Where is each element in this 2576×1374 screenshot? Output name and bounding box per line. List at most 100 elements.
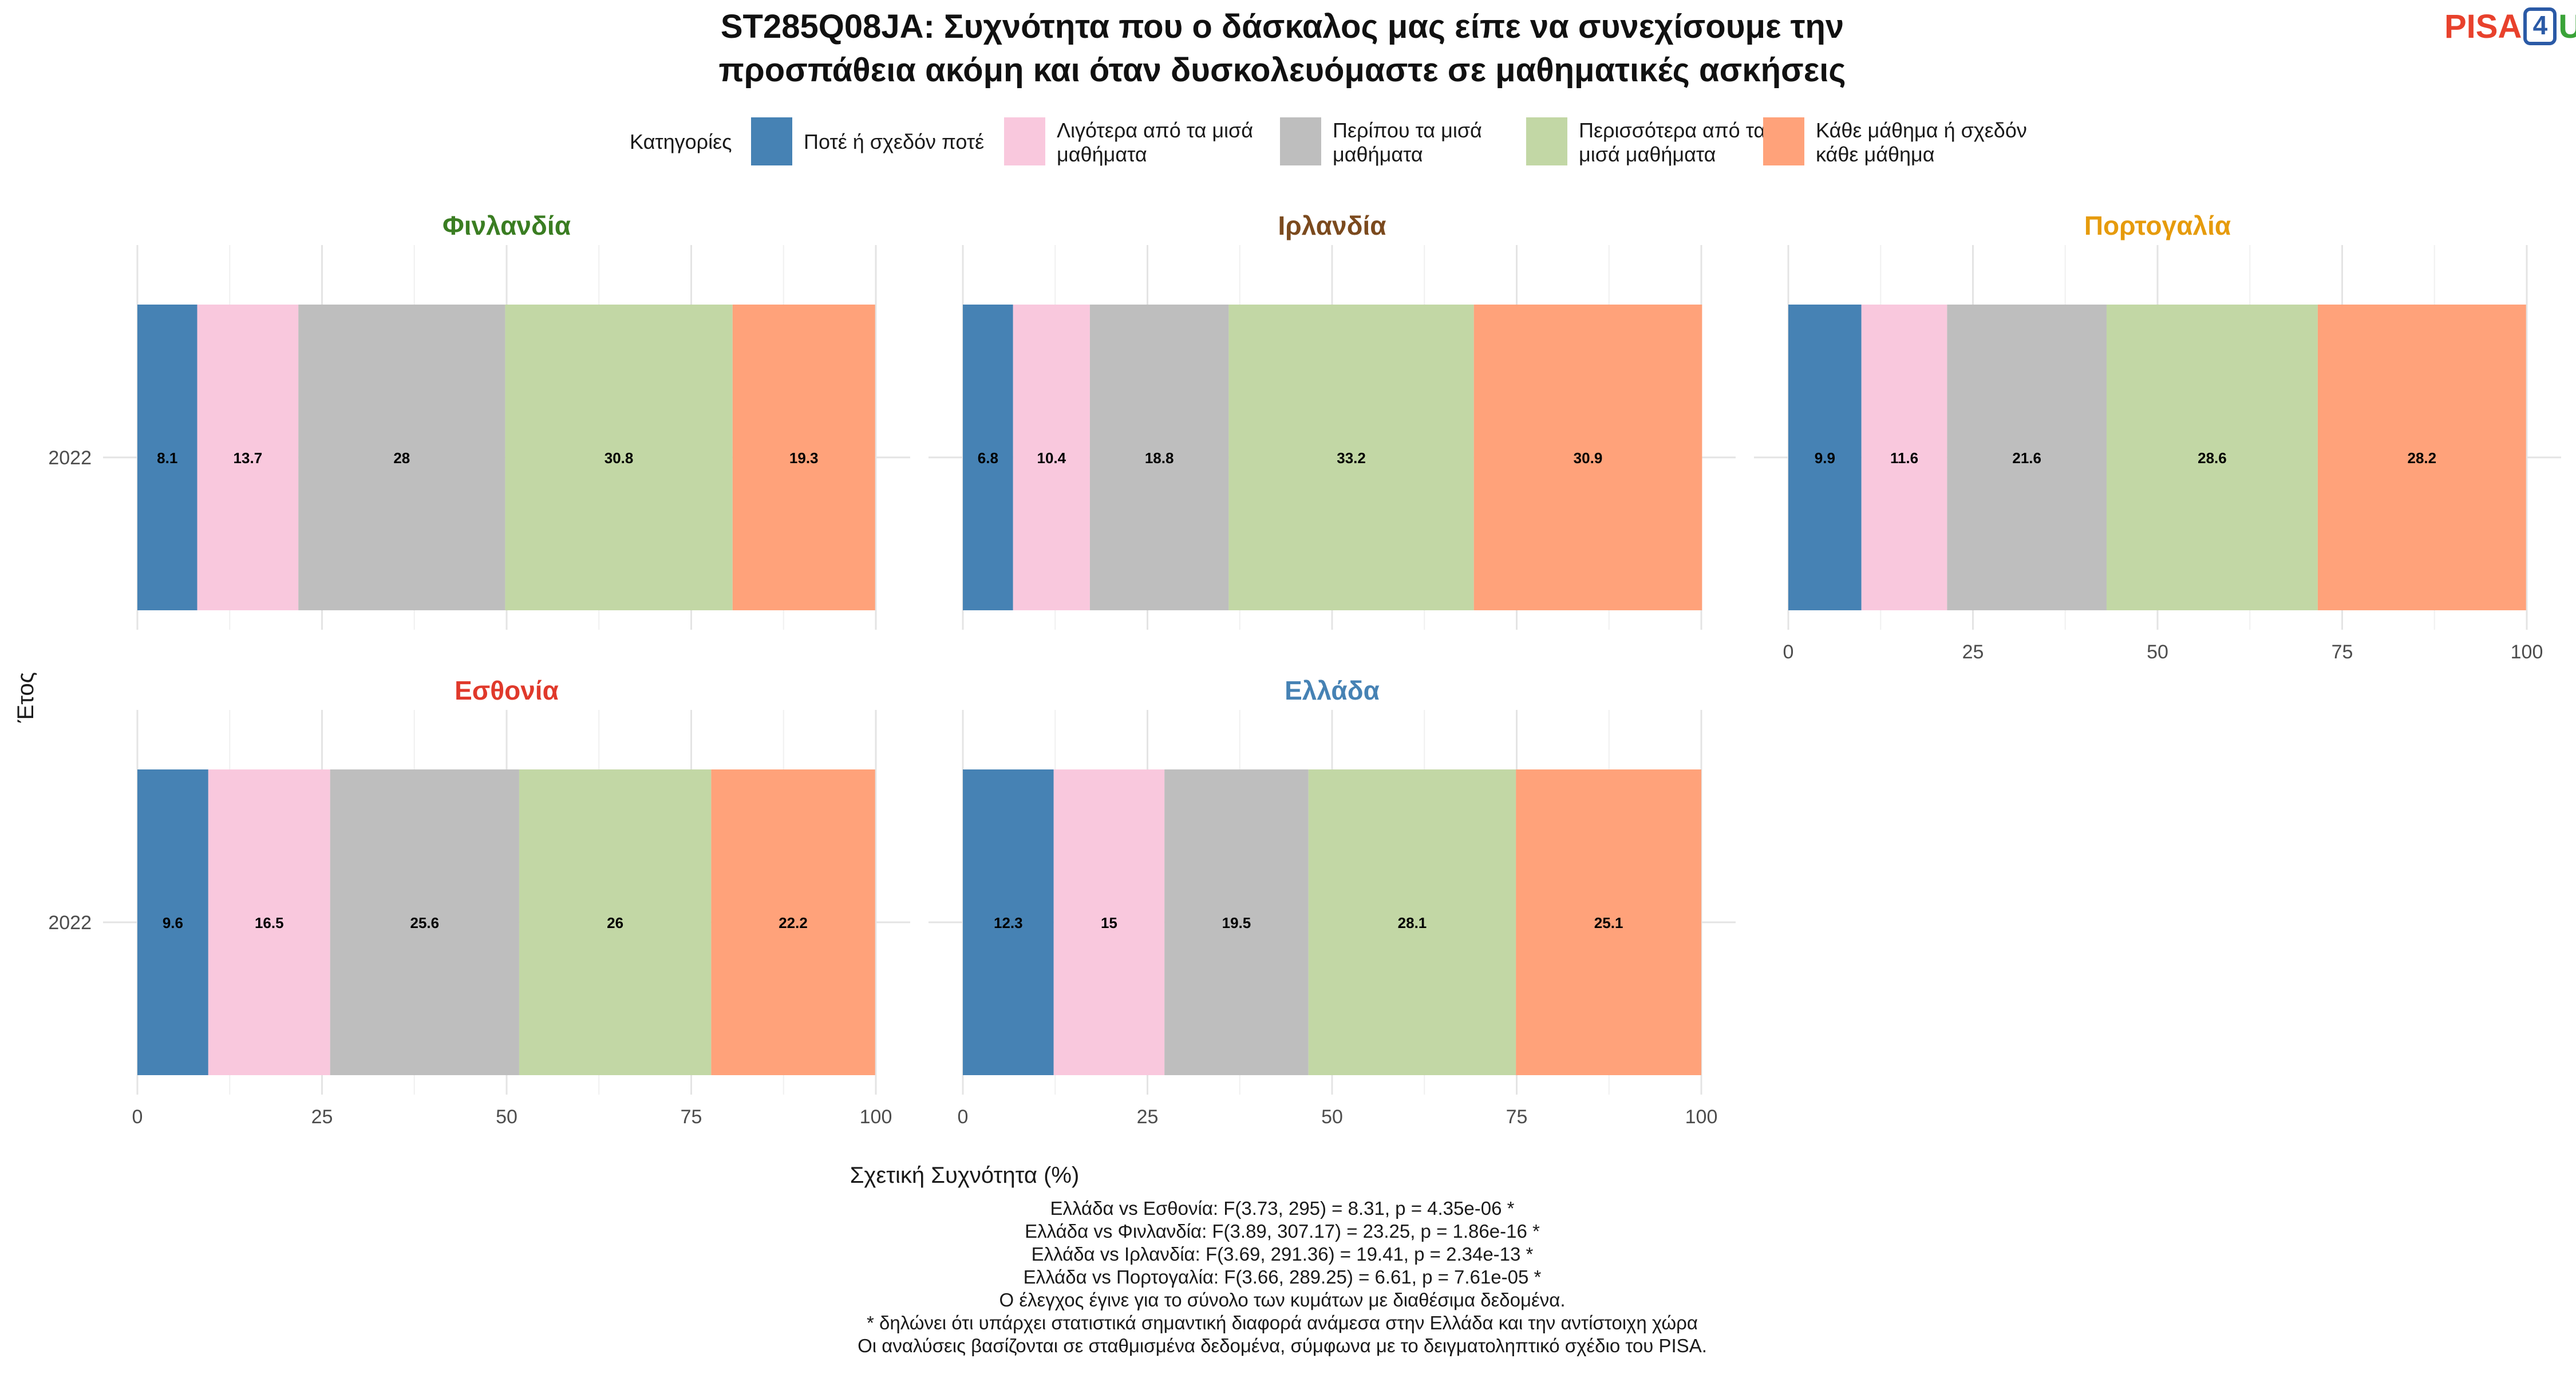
x-axis-label: Σχετική Συχνότητα (%) (850, 1163, 1080, 1188)
x-tick-label-3: 100 (2511, 641, 2543, 663)
data-label-4-3: 25.6 (410, 914, 440, 931)
bar-segment-4-5 (711, 769, 875, 1075)
legend-label-4: Περισσότερα από τα μισά μαθήματα (1579, 119, 1765, 166)
y-axis-label: Έτος (13, 672, 38, 723)
legend-swatch-2 (1004, 117, 1045, 165)
legend-swatch-1 (751, 117, 792, 165)
bar-segment-3-2 (1861, 305, 1947, 610)
bar-segment-5-2 (1053, 769, 1165, 1075)
bar-segment-3-3 (1947, 305, 2107, 610)
x-tick-label-4: 25 (311, 1106, 333, 1128)
bar-segment-2-4 (1228, 305, 1474, 610)
bar-segment-4-2 (208, 769, 330, 1075)
bar-segment-1-3 (298, 305, 505, 610)
bar-segment-3-4 (2106, 305, 2318, 610)
bar-segment-2-5 (1473, 305, 1702, 610)
legend-label-5: Κάθε μάθημα ή σχεδόν κάθε μάθημα (1816, 119, 2027, 166)
data-label-3-1: 9.9 (1815, 449, 1835, 467)
data-label-2-3: 18.8 (1145, 449, 1174, 467)
chart-title-line-2: προσπάθεια ακόμη και όταν δυσκολευόμαστε… (718, 52, 1846, 89)
legend: Κατηγορίες Ποτέ ή σχεδόν ποτέ Λιγότερα απ… (630, 117, 2027, 166)
bar-segment-2-1 (963, 305, 1013, 610)
legend-label-4-line-2: μισά μαθήματα (1579, 143, 1716, 166)
legend-label-3-line-1: Περίπου τα μισά (1333, 119, 1482, 142)
x-tick-label-5: 0 (958, 1106, 969, 1128)
legend-swatch-5 (1763, 117, 1804, 165)
logo-pisa-text: PISA (2444, 8, 2522, 45)
panel-5: Ελλάδα 12.3 15 19.5 28.1 25.1 0 25 50 75 100 (929, 676, 1736, 1128)
x-tick-label-5: 25 (1137, 1106, 1159, 1128)
panel-4: Εσθονία 9.6 16.5 25.6 26 22.2 2022 0 25 50 75 100 (48, 676, 910, 1128)
footnote-line-7: Οι αναλύσεις βασίζονται σε σταθμισμένα δ… (858, 1335, 1707, 1356)
data-label-4-1: 9.6 (163, 914, 183, 931)
x-tick-label-4: 100 (860, 1106, 892, 1128)
data-label-2-5: 30.9 (1574, 449, 1603, 467)
data-label-1-5: 19.3 (789, 449, 819, 467)
pisa4u-logo: PISA 4 U (2444, 7, 2576, 47)
data-label-3-2: 11.6 (1890, 449, 1918, 467)
bar-segment-4-1 (137, 769, 208, 1075)
bar-segment-5-1 (963, 769, 1054, 1075)
legend-label-3-line-2: μαθήματα (1333, 143, 1423, 166)
panel-title-1: Φινλανδία (442, 211, 571, 240)
logo-four-text: 4 (2523, 7, 2557, 45)
data-label-1-2: 13.7 (234, 449, 263, 467)
legend-swatch-3 (1280, 117, 1321, 165)
x-tick-label-4: 50 (496, 1106, 517, 1128)
x-tick-label-4: 0 (132, 1106, 143, 1128)
panel-title-2: Ιρλανδία (1278, 211, 1386, 240)
bar-segment-1-1 (137, 305, 197, 610)
chart-title-line-1: ST285Q08JA: Συχνότητα που ο δάσκαλος μας… (721, 8, 1844, 45)
logo-u-text: U (2558, 8, 2576, 45)
x-tick-label-3: 75 (2332, 641, 2353, 663)
panel-title-5: Ελλάδα (1285, 676, 1380, 705)
data-label-5-5: 25.1 (1594, 914, 1623, 931)
data-label-1-4: 30.8 (605, 449, 634, 467)
category-label-4: 2022 (48, 912, 92, 934)
bar-segment-1-2 (197, 305, 299, 610)
panel-3: Πορτογαλία 9.9 11.6 21.6 28.6 28.2 0 25 50 75 100 (1754, 211, 2561, 663)
legend-label-2: Λιγότερα από τα μισά μαθήματα (1057, 119, 1253, 166)
category-label-1: 2022 (48, 447, 92, 469)
legend-swatch-4 (1526, 117, 1567, 165)
legend-label-5-line-2: κάθε μάθημα (1816, 143, 1935, 166)
legend-label-1: Ποτέ ή σχεδόν ποτέ (804, 130, 984, 153)
footnote-line-5: Ο έλεγχος έγινε για το σύνολο των κυμάτω… (999, 1289, 1566, 1310)
data-label-4-4: 26 (607, 914, 623, 931)
data-label-5-3: 19.5 (1222, 914, 1251, 931)
x-tick-label-3: 0 (1783, 641, 1794, 663)
footnote-line-1: Ελλάδα vs Εσθονία: F(3.73, 295) = 8.31, … (1050, 1198, 1515, 1219)
bar-segment-4-4 (519, 769, 712, 1075)
bar-segment-2-3 (1089, 305, 1229, 610)
data-label-2-1: 6.8 (978, 449, 998, 467)
legend-label-1-line-1: Ποτέ ή σχεδόν ποτέ (804, 130, 984, 153)
footnote-line-6: * δηλώνει ότι υπάρχει στατιστικά σημαντι… (867, 1312, 1698, 1333)
panel-2: Ιρλανδία 6.8 10.4 18.8 33.2 30.9 (929, 211, 1736, 630)
data-label-3-5: 28.2 (2408, 449, 2437, 467)
facet-panels: Φινλανδία 8.1 13.7 28 30.8 19.3 2022 Ιρλανδία 6.… (48, 211, 2561, 1128)
legend-label-4-line-1: Περισσότερα από τα (1579, 119, 1765, 142)
x-tick-label-3: 50 (2147, 641, 2168, 663)
legend-label-2-line-1: Λιγότερα από τα μισά (1057, 119, 1253, 142)
x-tick-label-5: 100 (1685, 1106, 1718, 1128)
legend-label-5-line-1: Κάθε μάθημα ή σχεδόν (1816, 119, 2027, 142)
data-label-5-2: 15 (1101, 914, 1117, 931)
data-label-5-4: 28.1 (1398, 914, 1427, 931)
bar-segment-5-3 (1164, 769, 1309, 1075)
bar-segment-1-5 (732, 305, 875, 610)
footnote-line-2: Ελλάδα vs Φινλανδία: F(3.89, 307.17) = 2… (1025, 1221, 1540, 1242)
legend-title: Κατηγορίες (630, 130, 732, 153)
legend-label-3: Περίπου τα μισά μαθήματα (1333, 119, 1482, 166)
data-label-4-5: 22.2 (779, 914, 808, 931)
bar-segment-5-5 (1516, 769, 1701, 1075)
footnote-line-4: Ελλάδα vs Πορτογαλία: F(3.66, 289.25) = … (1024, 1266, 1542, 1288)
bar-segment-5-4 (1308, 769, 1516, 1075)
data-label-3-4: 28.6 (2198, 449, 2227, 467)
data-label-2-4: 33.2 (1337, 449, 1366, 467)
panel-1: Φινλανδία 8.1 13.7 28 30.8 19.3 2022 (48, 211, 910, 630)
data-label-1-3: 28 (393, 449, 410, 467)
bar-segment-2-2 (1013, 305, 1090, 610)
data-label-5-1: 12.3 (994, 914, 1023, 931)
x-tick-label-4: 75 (681, 1106, 702, 1128)
